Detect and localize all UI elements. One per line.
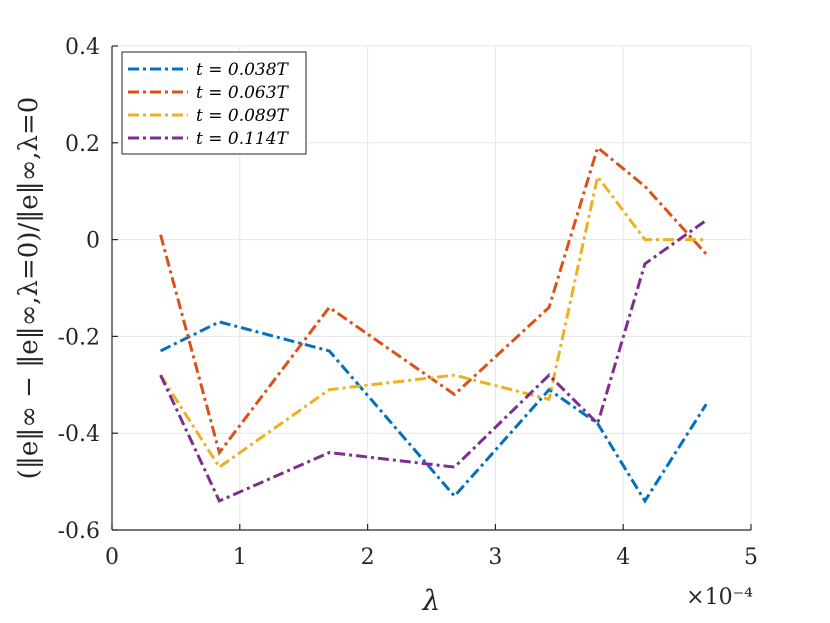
x-tick-label: 4 [616,545,630,570]
legend-label: t = 0.063T [196,83,290,103]
x-tick-label: 5 [744,545,758,570]
y-tick-label: -0.4 [58,422,100,447]
x-axis-label: λ [422,584,441,617]
axes [111,45,752,531]
series-line-4 [159,219,708,503]
x-tick-label: 2 [361,545,375,570]
series-line-2 [159,145,708,456]
legend: t = 0.038T t = 0.063T t = 0.089T t = 0.114T [121,51,307,155]
series-lines [159,145,708,504]
x-axis-exponent-label: ×10⁻⁴ [686,585,753,610]
legend-label: t = 0.038T [196,60,290,80]
x-tick-label: 0 [105,545,119,570]
y-tick-label: 0 [86,229,100,254]
y-tick-label: -0.2 [58,325,100,350]
series-line-3 [159,173,707,470]
y-axis-label: (‖e‖∞ − ‖e‖∞,λ=0)/‖e‖∞,λ=0 [14,97,44,480]
y-tick-label: 0.4 [65,35,100,60]
series-line-1 [159,320,708,504]
x-tick-label: 3 [488,545,502,570]
legend-label: t = 0.114T [196,129,290,149]
y-tick-label: 0.2 [65,132,100,157]
x-tick-label: 1 [233,545,247,570]
legend-items: t = 0.038T t = 0.063T t = 0.089T t = 0.114T [128,60,290,149]
y-tick-label: -0.6 [58,519,100,544]
tick-labels: 0 1 2 3 4 5 -0.6 -0.4 -0.2 0 0.2 0.4 [58,35,758,570]
legend-label: t = 0.089T [196,106,290,126]
